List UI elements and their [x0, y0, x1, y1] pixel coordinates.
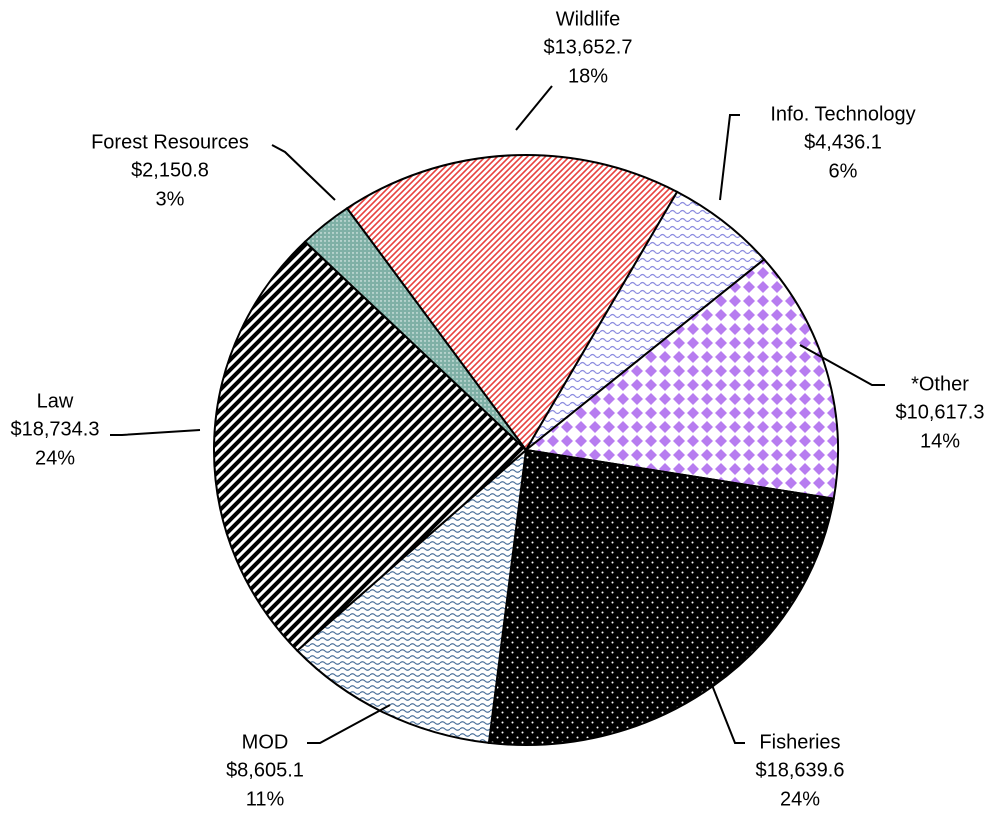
- pie-slice: [345, 154, 679, 452]
- pie-slice: [303, 206, 527, 451]
- slice-value-label: $4,436.1: [804, 131, 882, 153]
- pie-slice: [213, 240, 528, 653]
- slice-percent-label: 14%: [920, 430, 960, 452]
- slice-label: Wildlife: [556, 8, 620, 30]
- slice-label: Fisheries: [759, 731, 840, 753]
- slice-percent-label: 24%: [780, 788, 820, 810]
- pie-slice: [523, 258, 839, 500]
- slice-label: Info. Technology: [770, 103, 915, 125]
- slice-percent-label: 18%: [568, 65, 608, 87]
- slice-value-label: $18,734.3: [11, 418, 100, 440]
- pie-slice: [295, 447, 528, 745]
- slice-percent-label: 24%: [35, 447, 75, 469]
- slice-value-label: $13,652.7: [544, 36, 633, 58]
- leader-line: [110, 429, 201, 436]
- leader-line: [515, 85, 553, 131]
- slice-percent-label: 6%: [829, 160, 858, 182]
- leader-line: [719, 114, 740, 201]
- slice-label: Forest Resources: [91, 131, 249, 153]
- slice-value-label: $8,605.1: [226, 759, 304, 781]
- leader-line: [271, 144, 336, 201]
- leader-line: [307, 704, 391, 744]
- slice-label: *Other: [911, 373, 969, 395]
- slice-value-label: $18,639.6: [756, 759, 845, 781]
- leader-line: [799, 344, 885, 386]
- slice-value-label: $10,617.3: [896, 401, 985, 423]
- slice-label: Law: [37, 390, 74, 412]
- slice-label: MOD: [242, 731, 289, 753]
- leader-line: [709, 679, 745, 744]
- slice-percent-label: 3%: [156, 188, 185, 210]
- slice-value-label: $2,150.8: [131, 159, 209, 181]
- slice-percent-label: 11%: [246, 788, 285, 810]
- pie-slice: [487, 448, 835, 746]
